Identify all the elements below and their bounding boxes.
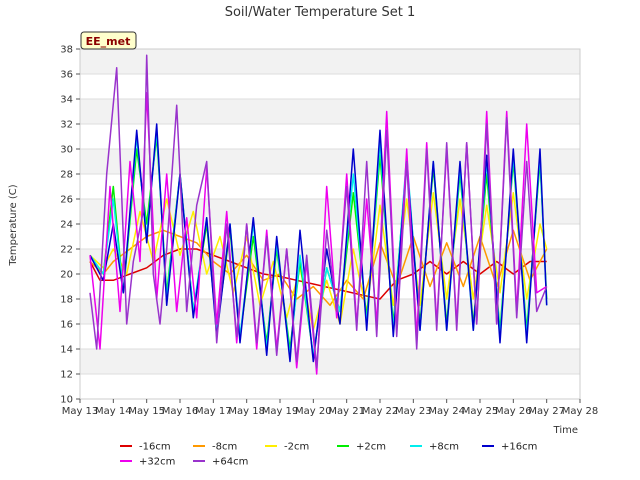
x-tick-label: May 24	[428, 406, 465, 417]
y-tick-label: 36	[60, 70, 73, 81]
y-tick-label: 38	[60, 45, 73, 56]
x-tick-label: May 27	[528, 406, 565, 417]
plot-band	[80, 99, 580, 124]
y-tick-label: 32	[60, 120, 73, 131]
plot-band	[80, 349, 580, 374]
y-tick-label: 14	[60, 345, 73, 356]
plot-band	[80, 124, 580, 149]
x-tick-label: May 21	[328, 406, 365, 417]
x-tick-label: May 20	[295, 406, 332, 417]
legend-label: +16cm	[501, 442, 537, 453]
x-tick-label: May 13	[62, 406, 99, 417]
x-tick-label: May 17	[195, 406, 232, 417]
series-lines	[89, 54, 548, 375]
plot-band	[80, 324, 580, 349]
x-tick-label: May 25	[462, 406, 499, 417]
y-tick-label: 12	[60, 370, 73, 381]
x-tick-label: May 14	[95, 406, 132, 417]
y-tick-label: 30	[60, 145, 73, 156]
y-tick-label: 28	[60, 170, 73, 181]
series-line-16cm-5	[89, 123, 548, 363]
legend-label: +64cm	[212, 457, 248, 468]
chart-title: Soil/Water Temperature Set 1	[225, 5, 416, 20]
plot-band	[80, 374, 580, 399]
y-tick-label: 16	[60, 320, 73, 331]
y-axis-label: Temperature (C)	[8, 184, 19, 266]
y-tick-label: 22	[60, 245, 73, 256]
series-line-64cm-7	[89, 54, 548, 369]
legend-label: +8cm	[429, 442, 459, 453]
legend-label: -16cm	[139, 442, 171, 453]
x-tick-label: May 22	[362, 406, 399, 417]
x-tick-label: May 28	[562, 406, 599, 417]
y-axis-ticks: 10 12 14 16 18 20 22 24 26 28 30 32 34 36 38	[60, 45, 80, 406]
y-tick-label: 34	[60, 95, 73, 106]
x-tick-label: May 16	[162, 406, 199, 417]
y-tick-label: 20	[60, 270, 73, 281]
x-axis-label: Time	[553, 425, 578, 436]
y-tick-label: 26	[60, 195, 73, 206]
legend-label: -8cm	[212, 442, 237, 453]
x-tick-label: May 18	[228, 406, 265, 417]
x-tick-label: May 15	[128, 406, 165, 417]
plot-band	[80, 299, 580, 324]
y-tick-label: 10	[60, 395, 73, 406]
plot-band	[80, 174, 580, 199]
x-tick-label: May 19	[262, 406, 299, 417]
y-tick-label: 24	[60, 220, 73, 231]
badge-label: EE_met	[86, 35, 131, 48]
legend-label: -2cm	[284, 442, 309, 453]
plot-band	[80, 74, 580, 99]
legend-label: +32cm	[139, 457, 175, 468]
badge-box	[80, 31, 137, 50]
legend: -16cm -8cm -2cm +2cm +8cm +16cm +32cm +64cm	[120, 442, 537, 468]
x-tick-label: May 26	[495, 406, 532, 417]
plot-band	[80, 149, 580, 174]
legend-label: +2cm	[356, 442, 386, 453]
x-tick-label: May 23	[395, 406, 432, 417]
plot-band	[80, 49, 580, 74]
badge: EE_met	[80, 31, 137, 50]
y-tick-label: 18	[60, 295, 73, 306]
